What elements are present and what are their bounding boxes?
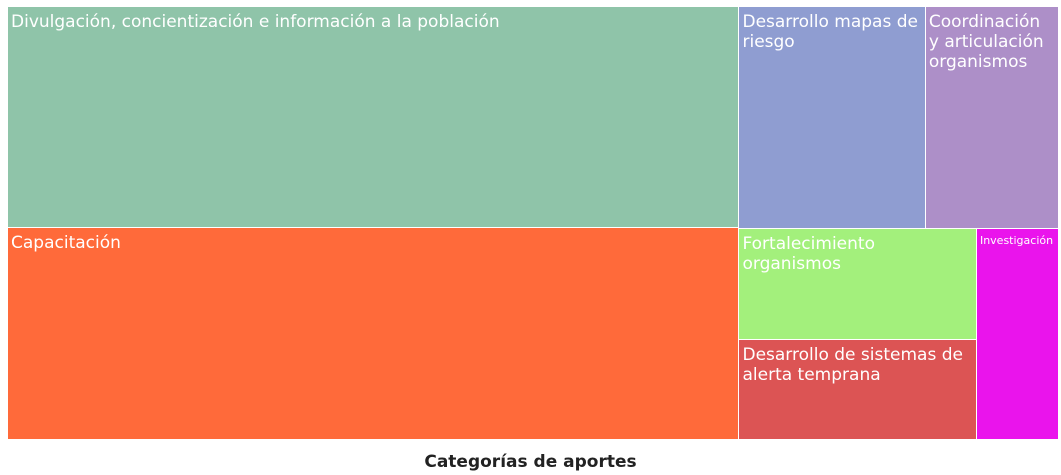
tile-label: Capacitación [11, 233, 121, 254]
tile: Fortalecimiento organismos [739, 229, 976, 340]
tile-label: Fortalecimiento organismos [742, 234, 875, 275]
tile-label: Coordinación y articulación organismos [928, 12, 1044, 72]
tile-label: Divulgación, concientización e informaci… [11, 12, 500, 32]
tile: Desarrollo mapas de riesgo [739, 7, 925, 229]
tile-label: Desarrollo mapas de riesgo [742, 12, 918, 52]
chart-title: Categorías de aportes [424, 452, 637, 472]
tile-label: Investigación [979, 234, 1054, 248]
tile: Desarrollo de sistemas de alerta tempran… [739, 340, 976, 439]
tile-label: Desarrollo de sistemas de alerta tempran… [742, 345, 963, 386]
tile: Investigación [976, 229, 1058, 439]
tile: Capacitación [8, 228, 739, 439]
tile: Divulgación, concientización e informaci… [8, 7, 739, 228]
tile: Coordinación y articulación organismos [925, 7, 1058, 229]
